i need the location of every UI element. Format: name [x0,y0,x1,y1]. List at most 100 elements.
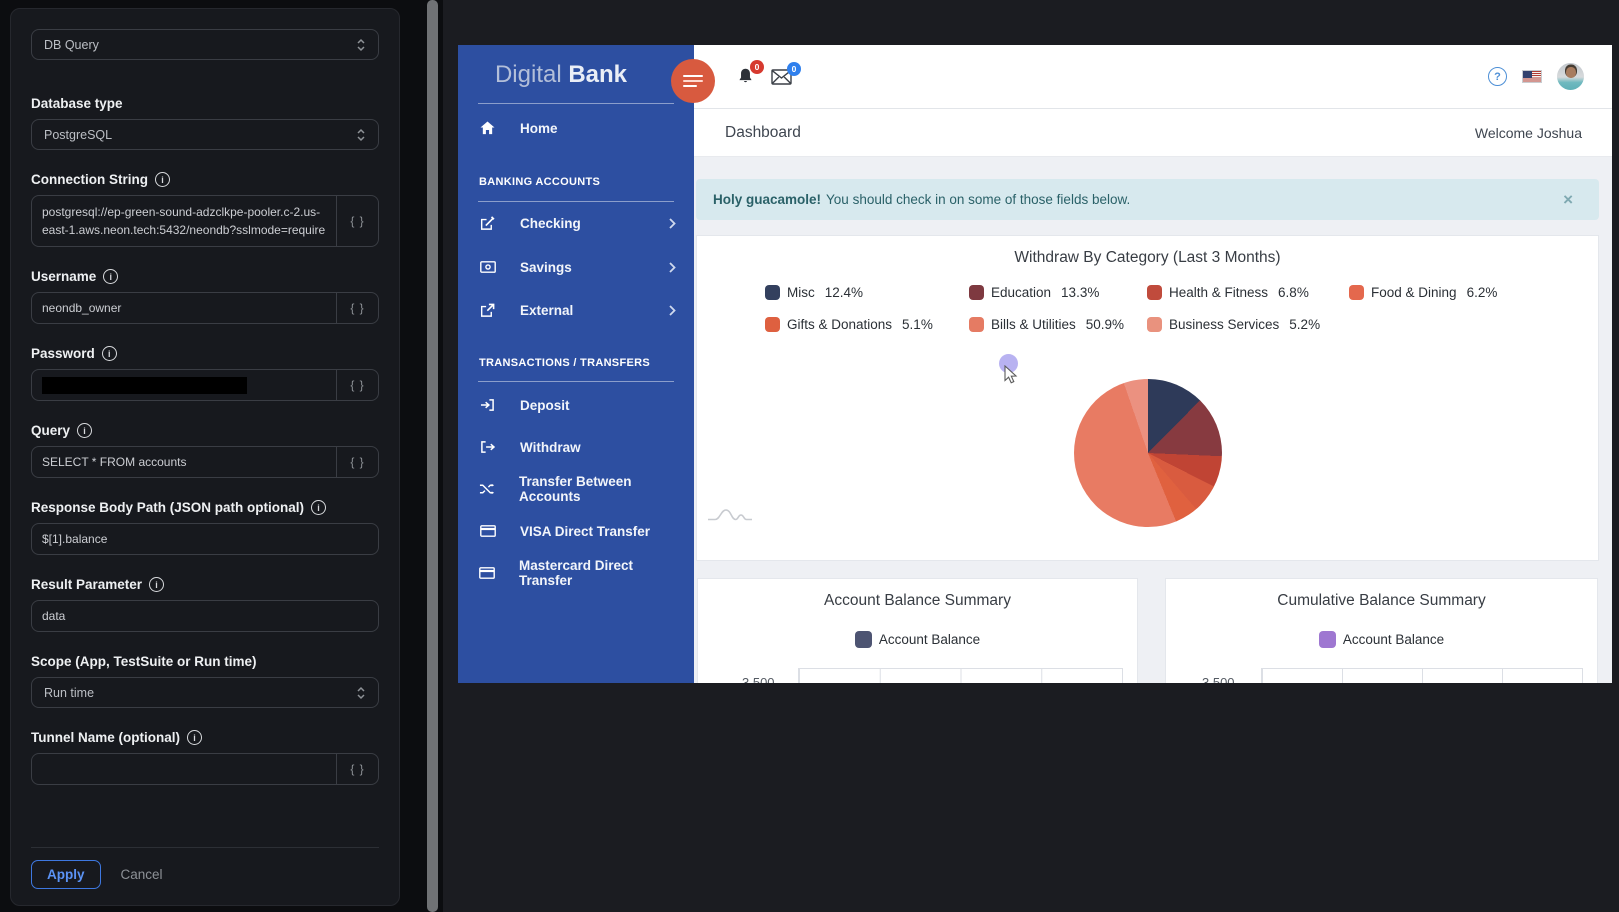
password-label: Password i [31,346,379,361]
mouse-cursor [1004,365,1018,385]
insert-variable-button[interactable]: { } [336,370,378,400]
legend-item[interactable]: Misc 12.4% [765,283,969,302]
step-type-select[interactable]: DB Query [31,29,379,60]
chevron-right-icon [669,217,676,229]
welcome-text: Welcome Joshua [1474,124,1582,141]
withdraw-pie-chart[interactable] [1074,379,1222,527]
alert-bold-text: Holy guacamole! [713,192,822,207]
edit-square-icon [479,215,496,231]
notification-badge: 0 [750,60,764,74]
breadcrumb-row: Dashboard Welcome Joshua [694,109,1612,157]
chart-title: Cumulative Balance Summary [1277,592,1486,609]
vertical-scrollbar[interactable] [427,0,438,912]
sidebar-item-deposit[interactable]: Deposit [458,391,694,419]
chart-plot-area [1261,668,1583,683]
message-badge: 0 [787,61,801,76]
sidebar-item-home[interactable]: Home [458,114,694,142]
result-parameter-label: Result Parameter i [31,577,379,592]
withdraw-by-category-card: Withdraw By Category (Last 3 Months) Mis… [696,235,1599,561]
cancel-button[interactable]: Cancel [120,867,163,882]
info-icon[interactable]: i [77,423,93,438]
sign-out-icon [479,440,496,454]
menu-lines-icon [683,74,703,78]
query-input[interactable]: SELECT * FROM accounts [42,455,187,469]
app-top-bar: 0 0 ? [694,45,1612,109]
username-label: Username i [31,269,379,284]
sidebar-item-mastercard-direct-transfer[interactable]: Mastercard Direct Transfer [458,558,694,588]
sidebar-item-savings[interactable]: Savings [458,253,694,281]
dashboard-content: Holy guacamole! You should check in on s… [694,157,1612,683]
chart-plot-area [798,668,1123,683]
info-icon[interactable]: i [103,269,119,284]
y-axis-tick: 3,500 [742,675,775,683]
info-icon[interactable]: i [155,172,170,187]
shuffle-icon [479,483,495,495]
chevron-right-icon [669,261,676,273]
tunnel-name-input[interactable] [32,754,336,784]
y-axis-tick: 3,500 [1202,675,1235,683]
select-chevrons-icon [357,686,365,699]
credit-card-icon [479,567,495,579]
help-button[interactable]: ? [1488,67,1507,86]
database-type-select[interactable]: PostgreSQL [31,119,379,150]
pie-chart-title: Withdraw By Category (Last 3 Months) [1014,249,1281,266]
brand-logo[interactable]: Digital Bank [494,61,628,88]
legend-item[interactable]: Health & Fitness 6.8% [1147,283,1349,302]
password-input[interactable] [32,370,336,400]
sidebar-item-withdraw[interactable]: Withdraw [458,433,694,461]
alert-banner: Holy guacamole! You should check in on s… [696,179,1599,220]
legend-item[interactable]: Education 13.3% [969,283,1147,302]
page-title: Dashboard [725,123,801,141]
sign-in-icon [479,398,496,412]
info-icon[interactable]: i [149,577,165,592]
response-body-path-input[interactable]: $[1].balance [42,532,108,546]
messages-button[interactable]: 0 [771,61,801,85]
insert-variable-button[interactable]: { } [336,293,378,323]
chart-legend[interactable]: Account Balance [698,631,1137,648]
external-link-icon [479,303,496,318]
username-input[interactable]: neondb_owner [42,301,122,315]
bank-sidebar: Digital Bank Home BANKING ACCOUNTS Check… [458,45,694,683]
tunnel-name-label: Tunnel Name (optional) i [31,730,379,745]
insert-variable-button[interactable]: { } [336,447,378,477]
connection-string-label: Connection String i [31,172,379,187]
info-icon[interactable]: i [101,346,117,361]
scope-label: Scope (App, TestSuite or Run time) [31,654,257,669]
digital-bank-app-window: Digital Bank Home BANKING ACCOUNTS Check… [458,45,1612,683]
alert-close-button[interactable]: × [1563,190,1573,209]
query-label: Query i [31,423,379,438]
wave-decoration-icon [707,506,753,522]
insert-variable-button[interactable]: { } [336,754,378,784]
apply-button[interactable]: Apply [31,860,101,889]
info-icon[interactable]: i [187,730,202,745]
legend-item[interactable]: Gifts & Donations 5.1% [765,315,969,334]
chart-legend[interactable]: Account Balance [1166,631,1597,648]
legend-item[interactable]: Business Services 5.2% [1147,315,1349,334]
sidebar-toggle-button[interactable] [671,59,715,103]
sidebar-item-visa-direct-transfer[interactable]: VISA Direct Transfer [458,517,694,545]
envelope-icon [771,68,792,85]
response-body-path-label: Response Body Path (JSON path optional) i [31,500,379,515]
select-chevrons-icon [357,128,365,141]
sidebar-item-external[interactable]: External [458,296,694,324]
language-flag-us[interactable] [1522,70,1542,83]
credit-card-icon [479,525,496,537]
info-icon[interactable]: i [311,500,327,515]
scope-select[interactable]: Run time [31,677,379,708]
sidebar-item-checking[interactable]: Checking [458,209,694,237]
cumulative-balance-summary-card: Cumulative Balance Summary Account Balan… [1165,578,1598,683]
pie-legend: Misc 12.4% Education 13.3% Health & Fitnes… [765,283,1497,334]
insert-variable-button[interactable]: { } [336,196,378,246]
result-parameter-input[interactable]: data [42,609,66,623]
legend-item[interactable]: Bills & Utilities 50.9% [969,315,1147,334]
user-avatar[interactable] [1557,63,1584,90]
legend-item[interactable]: Food & Dining 6.2% [1349,283,1497,302]
database-type-label: Database type [31,96,123,111]
step-type-value: DB Query [44,37,99,52]
connection-string-input[interactable]: postgresql://ep-green-sound-adzclkpe-poo… [42,205,326,237]
notifications-button[interactable]: 0 [736,60,764,86]
section-banking-accounts: BANKING ACCOUNTS [479,176,601,188]
section-transactions-transfers: TRANSACTIONS / TRANSFERS [479,357,650,369]
alert-text: You should check in on some of those fie… [826,192,1131,207]
sidebar-item-transfer-between-accounts[interactable]: Transfer Between Accounts [458,474,694,504]
